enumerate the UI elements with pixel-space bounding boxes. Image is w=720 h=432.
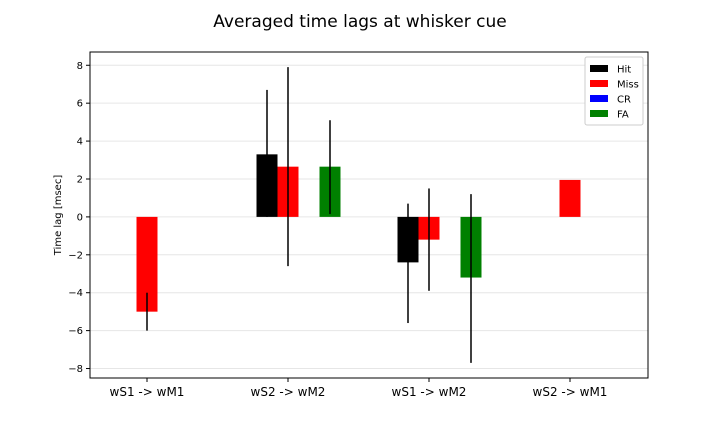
plot-frame (89, 51, 649, 379)
y-tick-label: 2 (77, 174, 83, 185)
y-tick-label: −8 (68, 364, 83, 375)
x-tick-label: wS1 -> wM1 (110, 385, 185, 399)
chart-title: Averaged time lags at whisker cue (213, 12, 506, 32)
y-axis-label: Time lag [msec] (53, 175, 64, 257)
y-tick-label: 8 (77, 61, 83, 72)
bar-miss (559, 179, 581, 217)
legend-label-miss: Miss (617, 80, 639, 91)
error-bars (146, 67, 472, 363)
x-tick-label: wS2 -> wM2 (251, 385, 326, 399)
x-tick-label: wS2 -> wM1 (533, 385, 608, 399)
legend-label-fa: FA (617, 110, 629, 121)
y-tick-label: 0 (77, 212, 83, 223)
y-axis-ticks: −8 −6 −4 −2 0 2 4 6 8 (68, 61, 90, 375)
x-tick-label: wS1 -> wM2 (392, 385, 467, 399)
legend-swatch-hit (590, 65, 608, 72)
legend-box (584, 56, 644, 126)
gridlines (90, 64, 648, 370)
legend-label-hit: Hit (617, 65, 631, 76)
x-axis-ticks: wS1 -> wM1 wS2 -> wM2 wS1 -> wM2 wS2 -> wM1 (110, 378, 608, 399)
y-tick-label: 6 (77, 99, 83, 110)
y-tick-label: −6 (68, 326, 83, 337)
legend-swatch-fa (590, 110, 608, 117)
bar-miss (136, 216, 158, 312)
legend-swatch-cr (590, 95, 608, 102)
y-tick-label: 4 (77, 137, 83, 148)
legend-label-cr: CR (617, 95, 631, 106)
legend-swatch-miss (590, 80, 608, 87)
bars (136, 154, 581, 312)
y-tick-label: −2 (68, 250, 83, 261)
legend: Hit Miss CR FA (584, 56, 644, 126)
y-tick-label: −4 (68, 288, 83, 299)
